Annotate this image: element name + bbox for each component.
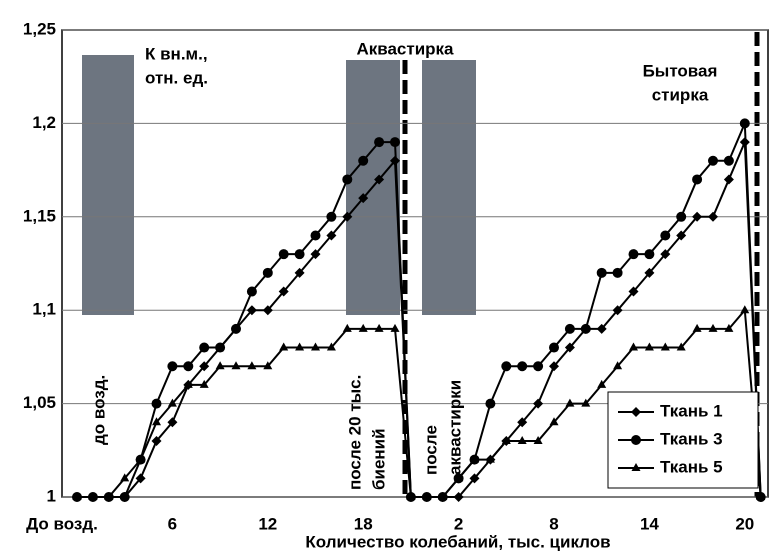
photo [422,60,476,315]
annotation-line: до возд. [89,375,108,445]
marker [247,287,257,297]
marker [374,137,384,147]
marker [613,268,623,278]
marker [501,361,511,371]
x-tick-label: 8 [549,514,558,533]
marker [517,361,527,371]
chart: 1 1,05 1,1 1,15 1,2 1,25 До возд. 6 12 18 2 8 14 20 Ко… [0,0,776,558]
x-tick-label: 6 [168,514,177,533]
y-tick-label: 1,15 [23,206,56,225]
marker [199,343,209,353]
marker [724,156,734,166]
x-tick-label: 2 [454,514,463,533]
marker [533,361,543,371]
marker [183,361,193,371]
marker [311,230,321,240]
y-tick-label: 1 [47,486,56,505]
x-tick-label: 20 [735,514,754,533]
marker [263,268,273,278]
marker [708,156,718,166]
marker [676,212,686,222]
legend-label: Ткань 3 [660,429,723,448]
marker [167,361,177,371]
x-tick-label: 18 [354,514,373,533]
marker [660,230,670,240]
x-tick-label: 14 [640,514,659,533]
annotation-line: Бытовая [643,61,718,80]
marker [295,249,305,259]
marker [644,249,654,259]
legend-label: Ткань 1 [660,401,723,420]
annotation: до возд. [89,375,108,445]
marker [597,268,607,278]
marker [120,492,130,502]
marker [326,212,336,222]
x-axis-title: Количество колебаний, тыс. циклов [305,532,610,551]
marker [152,399,162,409]
annotation-line: аквастирки [445,380,464,475]
marker [629,249,639,259]
annotation-line: после 20 тыс. [345,375,364,490]
legend: Ткань 1 Ткань 3 Ткань 5 [608,392,758,488]
y-tick-label: 1,05 [23,393,56,412]
legend-label: Ткань 5 [660,457,723,476]
annotation: Аквастирка [356,39,454,58]
annotation-line: стирка [652,85,709,104]
x-tick-label: 12 [258,514,277,533]
x-tick-label: До возд. [26,514,98,533]
marker [485,399,495,409]
photo [82,55,134,315]
marker [549,343,559,353]
marker [342,174,352,184]
marker [358,156,368,166]
annotation-line: после [421,425,440,475]
y-tick-label: 1,25 [23,19,56,38]
marker [581,324,591,334]
marker [740,118,750,128]
annotation-line: Аквастирка [356,39,454,58]
marker [692,174,702,184]
annotation-line: отн. ед. [145,68,208,87]
annotation-line: биений [369,428,388,490]
y-tick-label: 1,2 [32,113,56,132]
legend-marker [631,435,641,445]
y-tick-label: 1,1 [32,300,56,319]
marker [215,343,225,353]
marker [231,324,241,334]
annotation-line: К вн.м., [145,44,208,63]
marker [390,137,400,147]
marker [565,324,575,334]
marker [279,249,289,259]
